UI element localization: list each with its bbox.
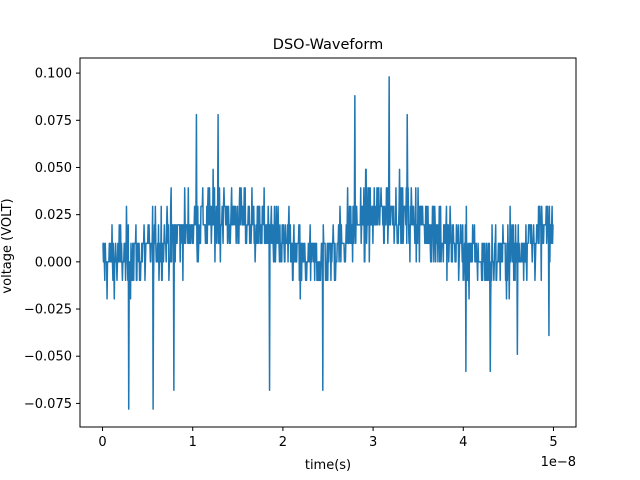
y-tick-label: 0.100 bbox=[35, 67, 72, 82]
x-axis-offset-label: 1e−8 bbox=[541, 455, 576, 470]
x-tick-label: 5 bbox=[549, 435, 557, 450]
y-tick-label: 0.000 bbox=[35, 255, 72, 270]
y-tick-label: 0.025 bbox=[35, 208, 72, 223]
y-tick-label: 0.075 bbox=[35, 114, 72, 129]
x-tick-label: 4 bbox=[459, 435, 467, 450]
chart-title: DSO-Waveform bbox=[273, 37, 383, 53]
y-tick-label: −0.050 bbox=[24, 350, 72, 365]
y-tick-label: −0.025 bbox=[24, 303, 72, 318]
x-axis-ticks: 0 1 2 3 4 5 bbox=[98, 427, 558, 450]
waveform-line bbox=[102, 76, 554, 410]
y-tick-label: 0.050 bbox=[35, 161, 72, 176]
y-axis-label: voltage (VOLT) bbox=[0, 198, 15, 293]
x-tick-label: 3 bbox=[369, 435, 377, 450]
axes-frame bbox=[79, 57, 577, 428]
y-tick-label: −0.075 bbox=[24, 397, 72, 412]
plot-area bbox=[102, 76, 554, 410]
x-tick-label: 0 bbox=[98, 435, 106, 450]
x-tick-label: 2 bbox=[279, 435, 287, 450]
x-axis-label: time(s) bbox=[305, 458, 351, 473]
y-axis-ticks: −0.075 −0.050 −0.025 0.000 0.025 0.050 0.075 0.… bbox=[24, 67, 80, 412]
x-tick-label: 1 bbox=[189, 435, 197, 450]
